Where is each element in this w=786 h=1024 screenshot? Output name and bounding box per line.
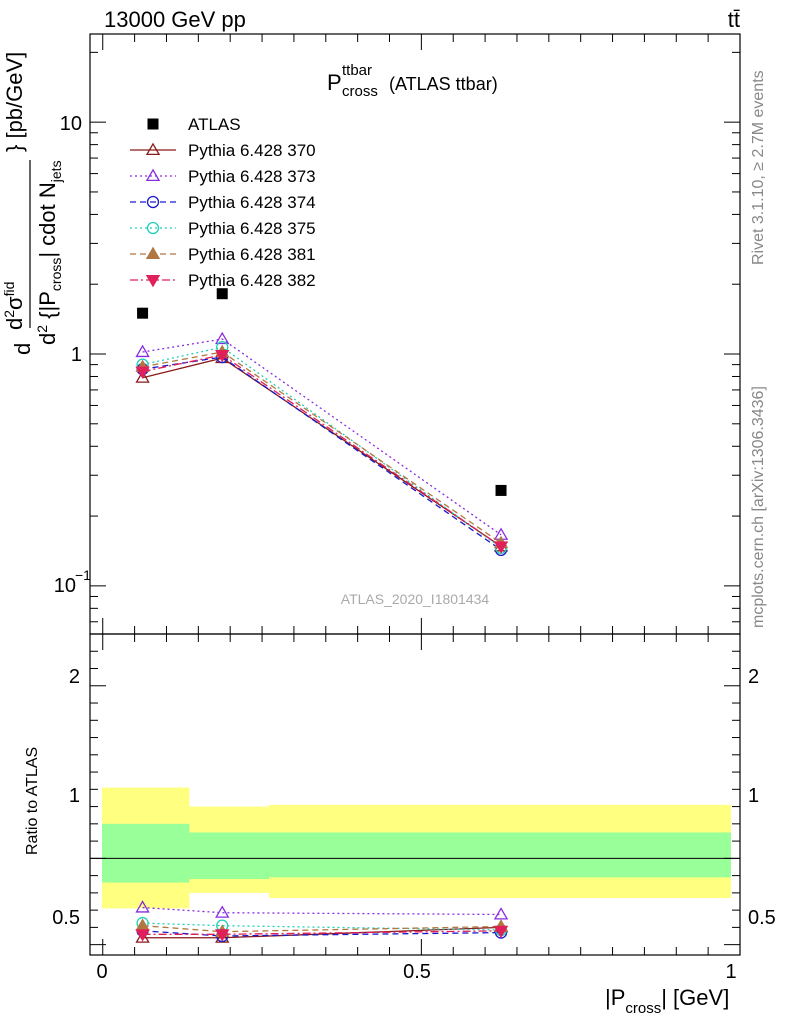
- series-pythia-6-428-381: [137, 346, 508, 547]
- legend-label: Pythia 6.428 370: [188, 141, 316, 160]
- legend-marker: [147, 144, 159, 154]
- series-pythia-6-428-373: [137, 333, 508, 539]
- legend: ATLAS Pythia 6.428 370 Pythia 6.428 373 Pyt…: [130, 115, 316, 290]
- data-point: [496, 485, 507, 496]
- svg-text:} [pb/GeV]: } [pb/GeV]: [2, 52, 27, 152]
- svg-text:d: d: [10, 343, 35, 355]
- svg-text:P: P: [327, 70, 342, 95]
- legend-entry: Pythia 6.428 374: [130, 193, 316, 212]
- energy-label: 13000 GeV pp: [104, 7, 246, 32]
- svg-text:|Pcross| [GeV]: |Pcross| [GeV]: [605, 985, 729, 1017]
- main-y-tick-label: 10: [60, 113, 82, 135]
- ratio-y-tick-label-right: 1: [748, 785, 759, 807]
- main-series: [137, 288, 508, 555]
- x-axis-title: |Pcross| [GeV]: [605, 985, 729, 1017]
- ratio-y-tick-labels-right: 2 1 0.5: [748, 666, 776, 929]
- series-line: [143, 355, 501, 546]
- data-point: [137, 346, 149, 356]
- main-y-axis-title: d d2σfid d2 {|Pcross| cdot Njets } [pb/G…: [1, 52, 64, 355]
- legend-label: Pythia 6.428 374: [188, 193, 316, 212]
- inner-band: [269, 832, 731, 877]
- legend-entry: Pythia 6.428 382: [130, 271, 316, 290]
- series-pythia-6-428-374: [137, 352, 506, 556]
- ratio-point: [137, 920, 149, 930]
- inner-band: [102, 824, 189, 883]
- svg-text:(ATLAS ttbar): (ATLAS ttbar): [389, 74, 498, 94]
- x-tick-label: 0.5: [403, 961, 431, 983]
- svg-text:d2σfid: d2σfid: [1, 282, 27, 330]
- analysis-label: ATLAS_2020_I1801434: [341, 591, 490, 607]
- series-line: [143, 358, 501, 546]
- svg-text:d2 {|Pcross| cdot Njets: d2 {|Pcross| cdot Njets: [34, 160, 64, 345]
- series-pythia-6-428-382: [137, 351, 508, 553]
- x-tick-label: 0: [96, 961, 107, 983]
- ratio-y-tick-label: 2: [69, 666, 80, 688]
- legend-marker: [148, 119, 159, 130]
- series-line: [143, 357, 501, 550]
- svg-text:ttbar: ttbar: [342, 62, 372, 79]
- ratio-y-tick-label: 1: [69, 785, 80, 807]
- ratio-error-bands: [102, 788, 731, 909]
- inner-band: [189, 832, 269, 879]
- ratio-panel: 2 1 0.5 2 1 0.5 Ratio to ATLAS 0 0.5 1 |…: [24, 634, 776, 1017]
- legend-label: ATLAS: [188, 115, 241, 134]
- ratio-y-tick-label-right: 0.5: [748, 907, 776, 929]
- plot-title: P ttbar cross (ATLAS ttbar): [327, 62, 498, 100]
- legend-entry: ATLAS: [148, 115, 241, 134]
- main-y-tick-label: 1: [71, 344, 82, 366]
- main-y-tick-exponent: −1: [75, 567, 91, 583]
- series-line: [143, 352, 501, 543]
- ratio-series: [137, 901, 508, 942]
- ratio-y-tick-labels: 2 1 0.5: [52, 666, 80, 929]
- legend-entry: Pythia 6.428 375: [130, 219, 316, 238]
- legend-label: Pythia 6.428 381: [188, 245, 316, 264]
- ratio-y-tick-label-right: 2: [748, 666, 759, 688]
- data-point: [137, 308, 148, 319]
- series-line: [143, 347, 501, 548]
- legend-label: Pythia 6.428 373: [188, 167, 316, 186]
- svg-text:cross: cross: [342, 83, 378, 100]
- legend-marker: [147, 276, 159, 286]
- legend-marker: [147, 170, 159, 180]
- ratio-point: [495, 908, 507, 918]
- main-panel: 10 1 10 −1 P ttbar cross (ATLAS ttbar) A…: [1, 34, 740, 634]
- legend-label: Pythia 6.428 382: [188, 271, 316, 290]
- ratio-line: [143, 926, 501, 932]
- x-tick-labels: 0 0.5 1: [96, 961, 736, 983]
- legend-marker: [147, 248, 159, 258]
- rivet-label: Rivet 3.1.10, ≥ 2.7M events: [750, 70, 767, 265]
- legend-label: Pythia 6.428 375: [188, 219, 316, 238]
- mcplots-label: mcplots.cern.ch [arXiv:1306.3436]: [750, 386, 767, 628]
- legend-entry: Pythia 6.428 373: [130, 167, 316, 186]
- main-y-tick-label: 10: [54, 575, 76, 597]
- series-pythia-6-428-370: [137, 352, 508, 551]
- legend-entry: Pythia 6.428 370: [130, 141, 316, 160]
- legend-entry: Pythia 6.428 381: [130, 245, 316, 264]
- series-atlas: [137, 288, 506, 496]
- ratio-y-axis-title: Ratio to ATLAS: [24, 747, 41, 855]
- ratio-y-tick-label: 0.5: [52, 907, 80, 929]
- ratio-series-pythia-6-428-373: [137, 901, 508, 918]
- series-pythia-6-428-375: [137, 342, 506, 554]
- process-label: tt̄: [728, 7, 740, 32]
- ratio-line: [143, 908, 501, 915]
- x-tick-label: 1: [725, 961, 736, 983]
